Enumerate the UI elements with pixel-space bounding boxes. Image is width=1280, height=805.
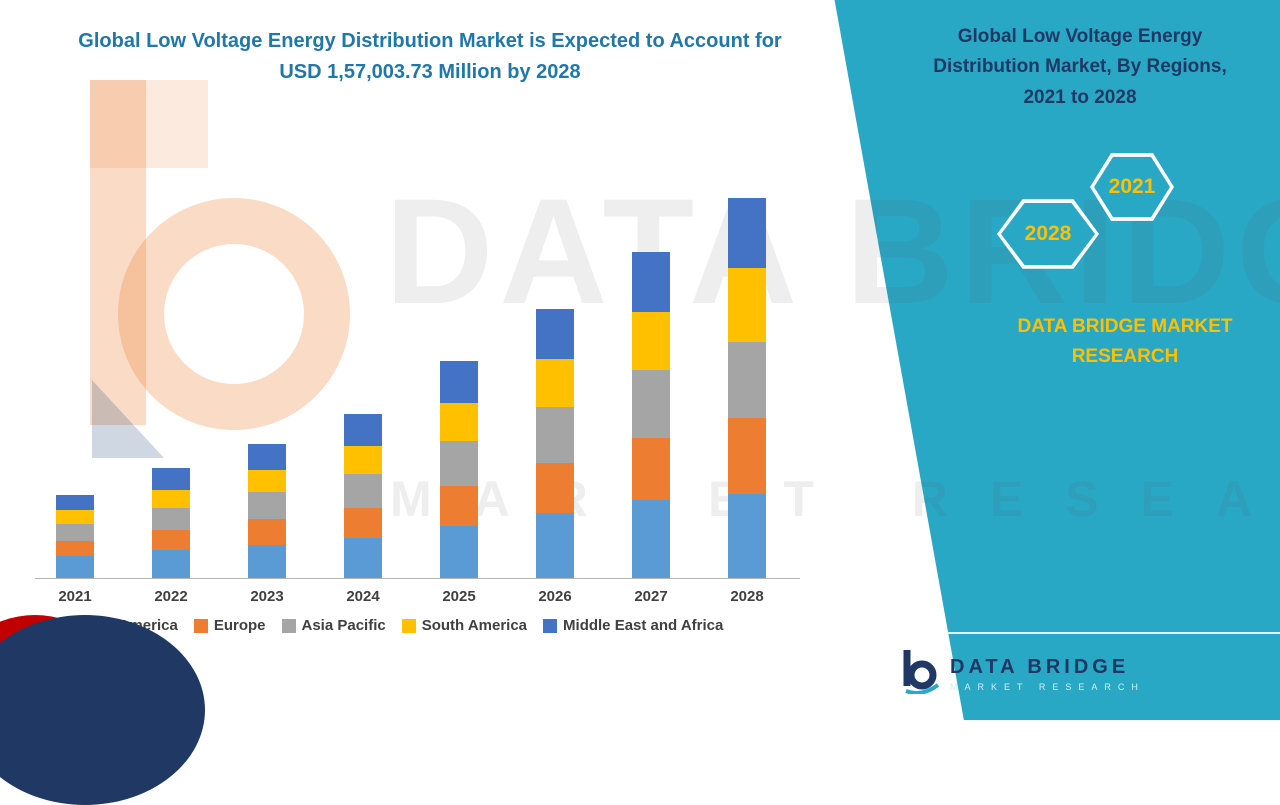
bar-2021 <box>56 495 94 578</box>
bar-segment-north-america <box>152 550 190 578</box>
bar-2027 <box>632 252 670 578</box>
bar-segment-asia-pacific <box>56 524 94 541</box>
x-axis-label: 2028 <box>730 588 764 605</box>
bar-segment-europe <box>440 486 478 526</box>
bar-segment-middle-east-and-africa <box>632 252 670 312</box>
bar-segment-asia-pacific <box>632 370 670 438</box>
chart-headline: Global Low Voltage Energy Distribution M… <box>30 26 830 88</box>
bar-segment-south-america <box>152 490 190 508</box>
bar-2024 <box>344 414 382 578</box>
bar-segment-south-america <box>536 359 574 407</box>
legend-item-asia-pacific: Asia Pacific <box>281 617 386 634</box>
bar-segment-middle-east-and-africa <box>248 444 286 470</box>
legend-swatch <box>543 618 558 633</box>
bar-segment-asia-pacific <box>536 407 574 463</box>
x-axis-label: 2022 <box>154 588 188 605</box>
hexagon-year-label: 2021 <box>1108 175 1156 198</box>
bar-segment-europe <box>56 541 94 556</box>
bar-segment-north-america <box>248 545 286 578</box>
chart-headline-line1: Global Low Voltage Energy Distribution M… <box>78 30 782 52</box>
bar-segment-south-america <box>344 446 382 474</box>
bar-segment-south-america <box>56 510 94 524</box>
plot-area <box>35 138 800 579</box>
bar-segment-middle-east-and-africa <box>152 468 190 490</box>
bar-segment-asia-pacific <box>344 474 382 508</box>
company-logo: DATA BRIDGE MARKET RESEARCH <box>898 648 1145 699</box>
x-axis-label: 2025 <box>442 588 476 605</box>
side-panel-title-line1: Global Low Voltage Energy <box>957 26 1203 47</box>
bar-segment-north-america <box>344 538 382 578</box>
bar-segment-europe <box>728 418 766 494</box>
bar-segment-europe <box>536 463 574 513</box>
hexagon-year-label: 2028 <box>1024 222 1072 245</box>
x-axis-label: 2024 <box>346 588 380 605</box>
bar-segment-south-america <box>632 312 670 370</box>
company-logo-icon <box>898 648 940 699</box>
bar-segment-north-america <box>56 556 94 578</box>
bar-segment-north-america <box>440 526 478 578</box>
bar-2023 <box>248 444 286 578</box>
hexagon-badge-2028: 2028 <box>997 197 1099 271</box>
logo-watermark-flag <box>90 80 208 168</box>
bar-segment-middle-east-and-africa <box>56 495 94 510</box>
hexagon-badge-2021: 2021 <box>1090 151 1174 223</box>
legend-item-middle-east-and-africa: Middle East and Africa <box>543 617 723 634</box>
x-axis-label: 2021 <box>58 588 92 605</box>
panel-brand-text: DATA BRIDGE MARKET RESEARCH <box>955 312 1280 373</box>
legend-item-europe: Europe <box>193 617 266 634</box>
x-axis-label: 2023 <box>250 588 284 605</box>
background-logo-watermark <box>90 80 350 560</box>
bar-2025 <box>440 361 478 578</box>
chart-headline-line2: USD 1,57,003.73 Million by 2028 <box>279 61 581 83</box>
x-axis-label: 2027 <box>634 588 668 605</box>
bar-segment-north-america <box>728 494 766 578</box>
bar-segment-asia-pacific <box>248 492 286 519</box>
bar-segment-asia-pacific <box>440 441 478 486</box>
bar-segment-middle-east-and-africa <box>536 309 574 359</box>
x-axis-labels: 2021 2022 2023 2024 2025 2026 2027 2028 <box>35 588 800 608</box>
x-axis-label: 2026 <box>538 588 572 605</box>
bar-segment-asia-pacific <box>728 342 766 418</box>
side-panel-title-line2: Distribution Market, By Regions, <box>933 56 1227 78</box>
legend-label: Asia Pacific <box>301 617 386 634</box>
side-panel-title-line3: 2021 to 2028 <box>1023 86 1137 108</box>
company-logo-name: DATA BRIDGE <box>950 655 1130 678</box>
legend-swatch <box>281 618 296 633</box>
legend-label: Middle East and Africa <box>563 617 724 634</box>
legend-item-south-america: South America <box>401 617 528 634</box>
bar-2026 <box>536 309 574 578</box>
bar-segment-europe <box>152 530 190 550</box>
bar-segment-north-america <box>632 500 670 578</box>
bar-2022 <box>152 468 190 578</box>
bar-segment-south-america <box>248 470 286 492</box>
bar-2028 <box>728 198 766 578</box>
bar-segment-south-america <box>728 268 766 342</box>
legend-swatch <box>193 618 208 633</box>
bar-segment-north-america <box>536 513 574 578</box>
bar-segment-asia-pacific <box>152 508 190 530</box>
panel-brand-line1: DATA BRIDGE MARKET <box>1017 316 1233 337</box>
bar-segment-europe <box>632 438 670 500</box>
bar-segment-middle-east-and-africa <box>728 198 766 268</box>
legend-swatch <box>401 618 416 633</box>
logo-divider-line <box>880 632 1280 634</box>
bar-segment-europe <box>248 519 286 545</box>
company-logo-subtitle: MARKET RESEARCH <box>950 681 1145 692</box>
corner-decoration-navy <box>0 615 205 805</box>
bar-segment-europe <box>344 508 382 538</box>
bar-segment-middle-east-and-africa <box>440 361 478 403</box>
legend-label: South America <box>421 617 528 634</box>
bar-segment-south-america <box>440 403 478 441</box>
legend-label: Europe <box>213 617 266 634</box>
side-panel-title: Global Low Voltage Energy Distribution M… <box>890 22 1270 113</box>
panel-brand-line2: RESEARCH <box>1071 346 1179 368</box>
bar-segment-middle-east-and-africa <box>344 414 382 446</box>
